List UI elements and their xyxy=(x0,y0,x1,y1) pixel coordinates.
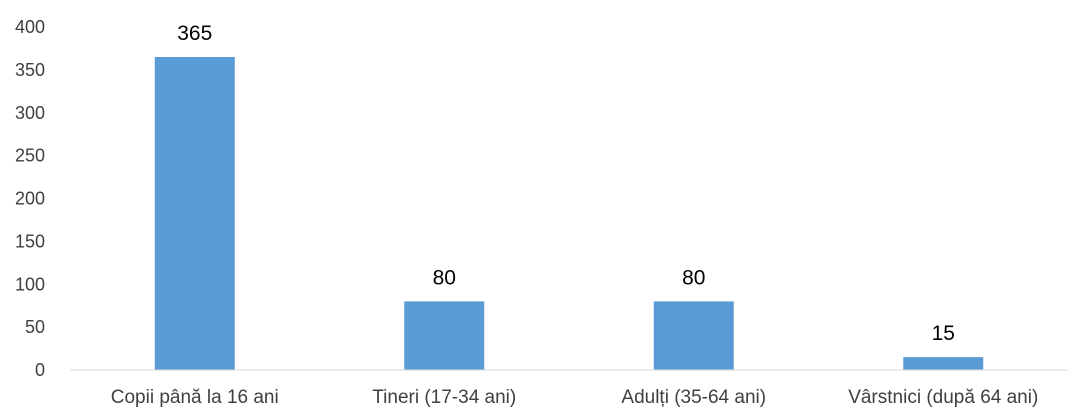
x-tick-label: Copii până la 16 ani xyxy=(111,387,279,408)
y-tick-label: 100 xyxy=(15,274,45,294)
y-tick-label: 200 xyxy=(15,189,45,209)
x-tick-label: Tineri (17-34 ani) xyxy=(372,387,516,408)
x-axis-labels: Copii până la 16 ani Tineri (17-34 ani) Ad… xyxy=(111,387,1039,408)
y-tick-label: 150 xyxy=(15,231,45,251)
y-tick-label: 300 xyxy=(15,103,45,123)
bar xyxy=(903,357,984,370)
x-tick-label: Vârstnici (după 64 ani) xyxy=(848,387,1038,408)
y-tick-label: 350 xyxy=(15,60,45,80)
y-tick-label: 400 xyxy=(15,17,45,37)
data-label: 80 xyxy=(433,266,456,289)
bar xyxy=(653,301,734,370)
y-tick-label: 0 xyxy=(35,360,45,380)
data-label: 80 xyxy=(682,266,705,289)
x-tick-label: Adulți (35-64 ani) xyxy=(621,387,766,408)
bar xyxy=(154,57,235,370)
bar xyxy=(404,301,485,370)
y-axis-ticks: 0 50 100 150 200 250 300 350 400 xyxy=(15,17,45,380)
data-label: 365 xyxy=(177,22,212,45)
y-tick-label: 250 xyxy=(15,146,45,166)
bars-group xyxy=(154,57,984,370)
data-label: 15 xyxy=(932,322,955,345)
y-tick-label: 50 xyxy=(25,317,45,337)
data-labels-group: 365 80 80 15 xyxy=(177,22,955,345)
